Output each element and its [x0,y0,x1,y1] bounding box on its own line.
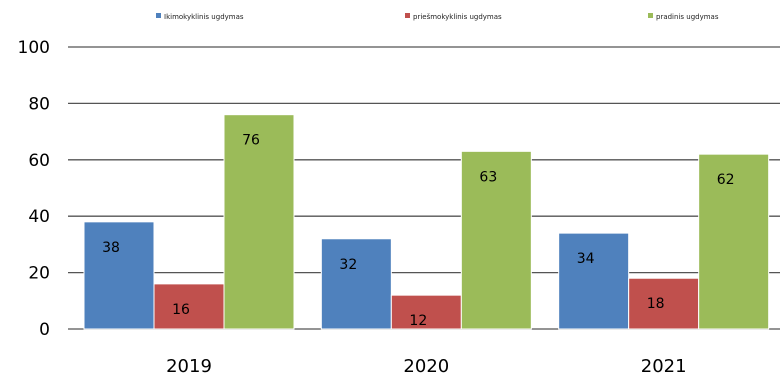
bar [223,114,295,330]
legend: Ikimokyklinis ugdymas priešmokyklinis ugd… [156,13,719,21]
legend-swatch [648,13,653,18]
y-tick-label: 0 [39,320,50,340]
x-category-label: 2019 [166,356,212,376]
x-category-label: 2021 [641,356,687,376]
data-label: 12 [409,313,427,329]
data-label: 38 [102,240,120,256]
legend-swatch [156,13,161,18]
y-tick-label: 60 [28,151,50,171]
data-label: 63 [479,169,497,185]
y-tick-label: 80 [28,94,50,114]
bar [558,232,630,330]
bars [83,114,770,330]
data-label: 32 [339,257,357,273]
data-labels: 38 32 34 16 12 18 76 63 62 [102,133,734,329]
data-label: 16 [172,302,190,318]
bar [320,238,392,330]
data-label: 34 [577,251,595,267]
legend-label: pradinis ugdymas [656,13,719,21]
axis-labels: 0 20 40 60 80 100 2019 2020 2021 [18,38,687,376]
data-label: 18 [647,296,665,312]
y-tick-label: 40 [28,207,50,227]
y-tick-label: 100 [18,38,50,58]
bar [698,153,770,330]
data-label: 62 [717,172,735,188]
legend-swatch [405,13,410,18]
bar [460,150,532,330]
data-label: 76 [242,133,260,149]
x-category-label: 2020 [403,356,449,376]
legend-label: Ikimokyklinis ugdymas [164,13,244,21]
bar [83,221,155,330]
bar [153,283,225,330]
legend-label: priešmokyklinis ugdymas [413,13,502,21]
y-tick-label: 20 [28,264,50,284]
